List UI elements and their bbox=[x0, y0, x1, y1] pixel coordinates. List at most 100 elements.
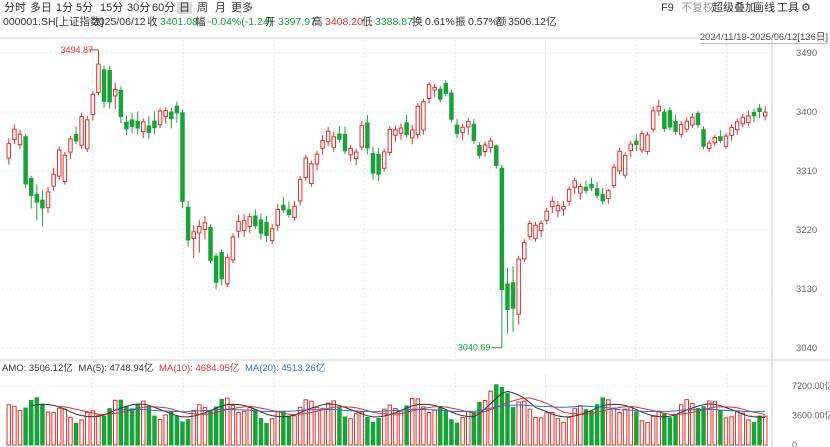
volume-bar bbox=[185, 419, 191, 446]
period-tab-5[interactable]: 30分 bbox=[127, 2, 151, 14]
candle-body bbox=[516, 258, 521, 315]
volume-bar bbox=[611, 407, 617, 446]
price-tick-label: 3490 bbox=[796, 48, 817, 59]
open-label: 开 bbox=[265, 16, 276, 28]
period-tab-4[interactable]: 15分 bbox=[100, 2, 124, 14]
candle-body bbox=[594, 188, 600, 196]
draw-line-button[interactable]: 画线 bbox=[753, 2, 775, 14]
candle-body bbox=[488, 140, 493, 149]
f9-button[interactable]: F9 bbox=[661, 2, 674, 14]
period-tab-7[interactable]: 日 bbox=[177, 2, 192, 14]
candle-body bbox=[28, 177, 34, 196]
volume-bar bbox=[460, 416, 465, 446]
candle-body bbox=[606, 190, 611, 200]
candle-body bbox=[180, 112, 185, 202]
candle-body bbox=[695, 113, 701, 126]
period-tab-1[interactable]: 多日 bbox=[30, 2, 52, 14]
candle-body bbox=[544, 210, 549, 221]
volume-bar bbox=[449, 419, 454, 446]
amount-label: 额 bbox=[496, 16, 507, 28]
volume-bar bbox=[606, 399, 611, 446]
period-tab-9[interactable]: 月 bbox=[215, 2, 226, 14]
volume-bar bbox=[113, 399, 118, 446]
volume-bar bbox=[432, 409, 437, 446]
volume-bar bbox=[505, 392, 510, 446]
volume-tick-label: 0 bbox=[792, 440, 797, 447]
candle-body bbox=[309, 163, 314, 184]
volume-bar bbox=[533, 417, 538, 446]
candle-body bbox=[426, 84, 432, 99]
volume-bar bbox=[695, 408, 701, 446]
volume-bar bbox=[269, 418, 275, 446]
volume-bar bbox=[415, 398, 421, 446]
candle-body bbox=[107, 69, 112, 103]
volume-bar bbox=[314, 406, 320, 446]
period-tab-0[interactable]: 分时 bbox=[4, 2, 26, 14]
candle-body bbox=[404, 122, 409, 136]
candle-body bbox=[566, 188, 572, 202]
volume-bar bbox=[348, 418, 353, 446]
gear-icon[interactable]: ⚙ bbox=[801, 2, 811, 14]
close-value: 3401.08 bbox=[160, 16, 198, 28]
volume-bar bbox=[409, 398, 415, 446]
candle-body bbox=[124, 121, 129, 130]
candle-body bbox=[499, 167, 505, 291]
volume-tick-label: 3600.00亿 bbox=[792, 409, 830, 420]
volume-bar bbox=[297, 406, 303, 446]
candle-body bbox=[734, 121, 740, 131]
period-tab-3[interactable]: 5分 bbox=[76, 2, 94, 14]
volume-bar bbox=[555, 418, 561, 446]
volume-bar bbox=[40, 403, 45, 446]
period-tab-8[interactable]: 周 bbox=[197, 2, 208, 14]
candle-body bbox=[169, 111, 174, 120]
volume-bar bbox=[146, 406, 152, 446]
volume-bar bbox=[550, 411, 555, 446]
volume-bar bbox=[236, 411, 241, 446]
volume-bar bbox=[118, 399, 124, 446]
candle-body bbox=[482, 144, 488, 153]
period-tab-2[interactable]: 1分 bbox=[56, 2, 74, 14]
price-tick-label: 3220 bbox=[796, 225, 817, 236]
volume-bar bbox=[617, 411, 622, 446]
volume-bar bbox=[337, 407, 342, 446]
candle-body bbox=[264, 221, 269, 236]
volume-bar bbox=[79, 419, 84, 446]
candle-body bbox=[437, 88, 443, 100]
candle-body bbox=[409, 129, 415, 139]
open-value: 3397.97 bbox=[278, 16, 316, 28]
volume-bar bbox=[645, 422, 650, 446]
volume-bar bbox=[353, 413, 359, 446]
volume-bar bbox=[701, 406, 706, 446]
candle-body bbox=[600, 193, 605, 202]
candle-body bbox=[118, 89, 124, 118]
amount-value: 3506.12亿 bbox=[508, 16, 557, 28]
candle-body bbox=[40, 199, 45, 209]
period-tab-10[interactable]: 更多 bbox=[231, 2, 253, 14]
volume-bar bbox=[499, 386, 505, 446]
no-adjust-button[interactable]: 不复权 bbox=[681, 2, 714, 14]
volume-bar bbox=[712, 401, 718, 446]
candle-body bbox=[113, 88, 118, 97]
tools-button[interactable]: 工具 bbox=[777, 2, 799, 14]
volume-bar bbox=[6, 404, 12, 446]
candle-body bbox=[393, 129, 398, 136]
period-tab-6[interactable]: 60分 bbox=[152, 2, 176, 14]
candle-body bbox=[17, 133, 23, 146]
volume-bar bbox=[544, 412, 549, 446]
candle-body bbox=[449, 92, 454, 120]
volume-bar bbox=[17, 409, 23, 446]
candle-body bbox=[225, 257, 230, 285]
candle-body bbox=[230, 236, 236, 261]
candle-body bbox=[421, 101, 426, 131]
volume-bar bbox=[734, 411, 740, 446]
overlay-button[interactable]: 超级叠加 bbox=[712, 2, 756, 14]
candle-body bbox=[6, 143, 12, 159]
volume-bar bbox=[488, 390, 493, 446]
candle-body bbox=[79, 115, 84, 146]
volume-bar bbox=[578, 405, 583, 446]
price-tick-label: 3310 bbox=[796, 166, 817, 177]
candle-body bbox=[247, 216, 252, 228]
volume-bar bbox=[572, 407, 577, 446]
volume-legend: AMO: 3506.12亿 MA(5): 4748.94亿 MA(10): 46… bbox=[2, 363, 328, 374]
